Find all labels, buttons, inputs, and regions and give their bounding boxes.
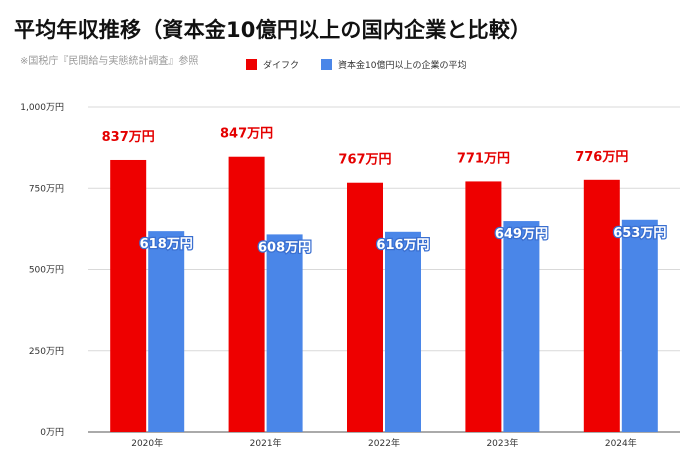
bar-series-2 <box>621 219 658 432</box>
y-tick-label: 0万円 <box>40 427 64 438</box>
x-tick-label: 2024年 <box>605 437 637 449</box>
bar-series-2 <box>385 231 421 432</box>
y-tick-label: 750万円 <box>29 183 64 194</box>
legend-swatch-series-2 <box>321 59 333 70</box>
data-label-series-2: 653万円 <box>613 226 666 241</box>
data-label-series-2: 608万円 <box>258 240 311 255</box>
y-tick-label: 250万円 <box>29 346 64 357</box>
legend-item-series-2: 資本金10億円以上の企業の平均 <box>321 58 466 71</box>
bar-series-1 <box>583 179 620 432</box>
data-label-series-2: 649万円 <box>495 227 548 242</box>
legend: ダイフク 資本金10億円以上の企業の平均 <box>246 58 482 71</box>
x-tick-label: 2022年 <box>368 437 400 449</box>
bar-series-2 <box>503 221 540 432</box>
legend-item-series-1: ダイフク <box>246 58 299 71</box>
legend-label-series-2: 資本金10億円以上の企業の平均 <box>338 61 467 71</box>
chart-title: 平均年収推移（資本金10億円以上の国内企業と比較） <box>14 18 532 42</box>
bar-series-2 <box>148 231 185 432</box>
data-label-series-2: 618万円 <box>140 237 193 252</box>
bar-series-1 <box>347 182 383 432</box>
legend-label-series-1: ダイフク <box>263 61 300 71</box>
legend-swatch-series-1 <box>246 59 257 70</box>
bar-series-2 <box>266 234 303 432</box>
x-tick-label: 2021年 <box>250 437 282 449</box>
y-tick-label: 500万円 <box>29 265 64 276</box>
bar-series-1 <box>228 156 265 432</box>
bar-series-1 <box>465 181 502 432</box>
data-label-series-1: 776万円 <box>575 150 628 165</box>
data-label-series-1: 837万円 <box>102 130 155 145</box>
y-tick-label: 1,000万円 <box>20 102 64 113</box>
x-tick-label: 2020年 <box>131 437 163 449</box>
data-label-series-2: 616万円 <box>376 238 429 253</box>
x-tick-label: 2023年 <box>486 437 518 449</box>
data-label-series-1: 847万円 <box>220 127 273 142</box>
bar-series-1 <box>110 159 147 432</box>
source-note: ※国税庁『民間給与実態統計調査』参照 <box>20 56 199 67</box>
data-label-series-1: 771万円 <box>457 151 510 166</box>
data-label-series-1: 767万円 <box>338 153 391 168</box>
